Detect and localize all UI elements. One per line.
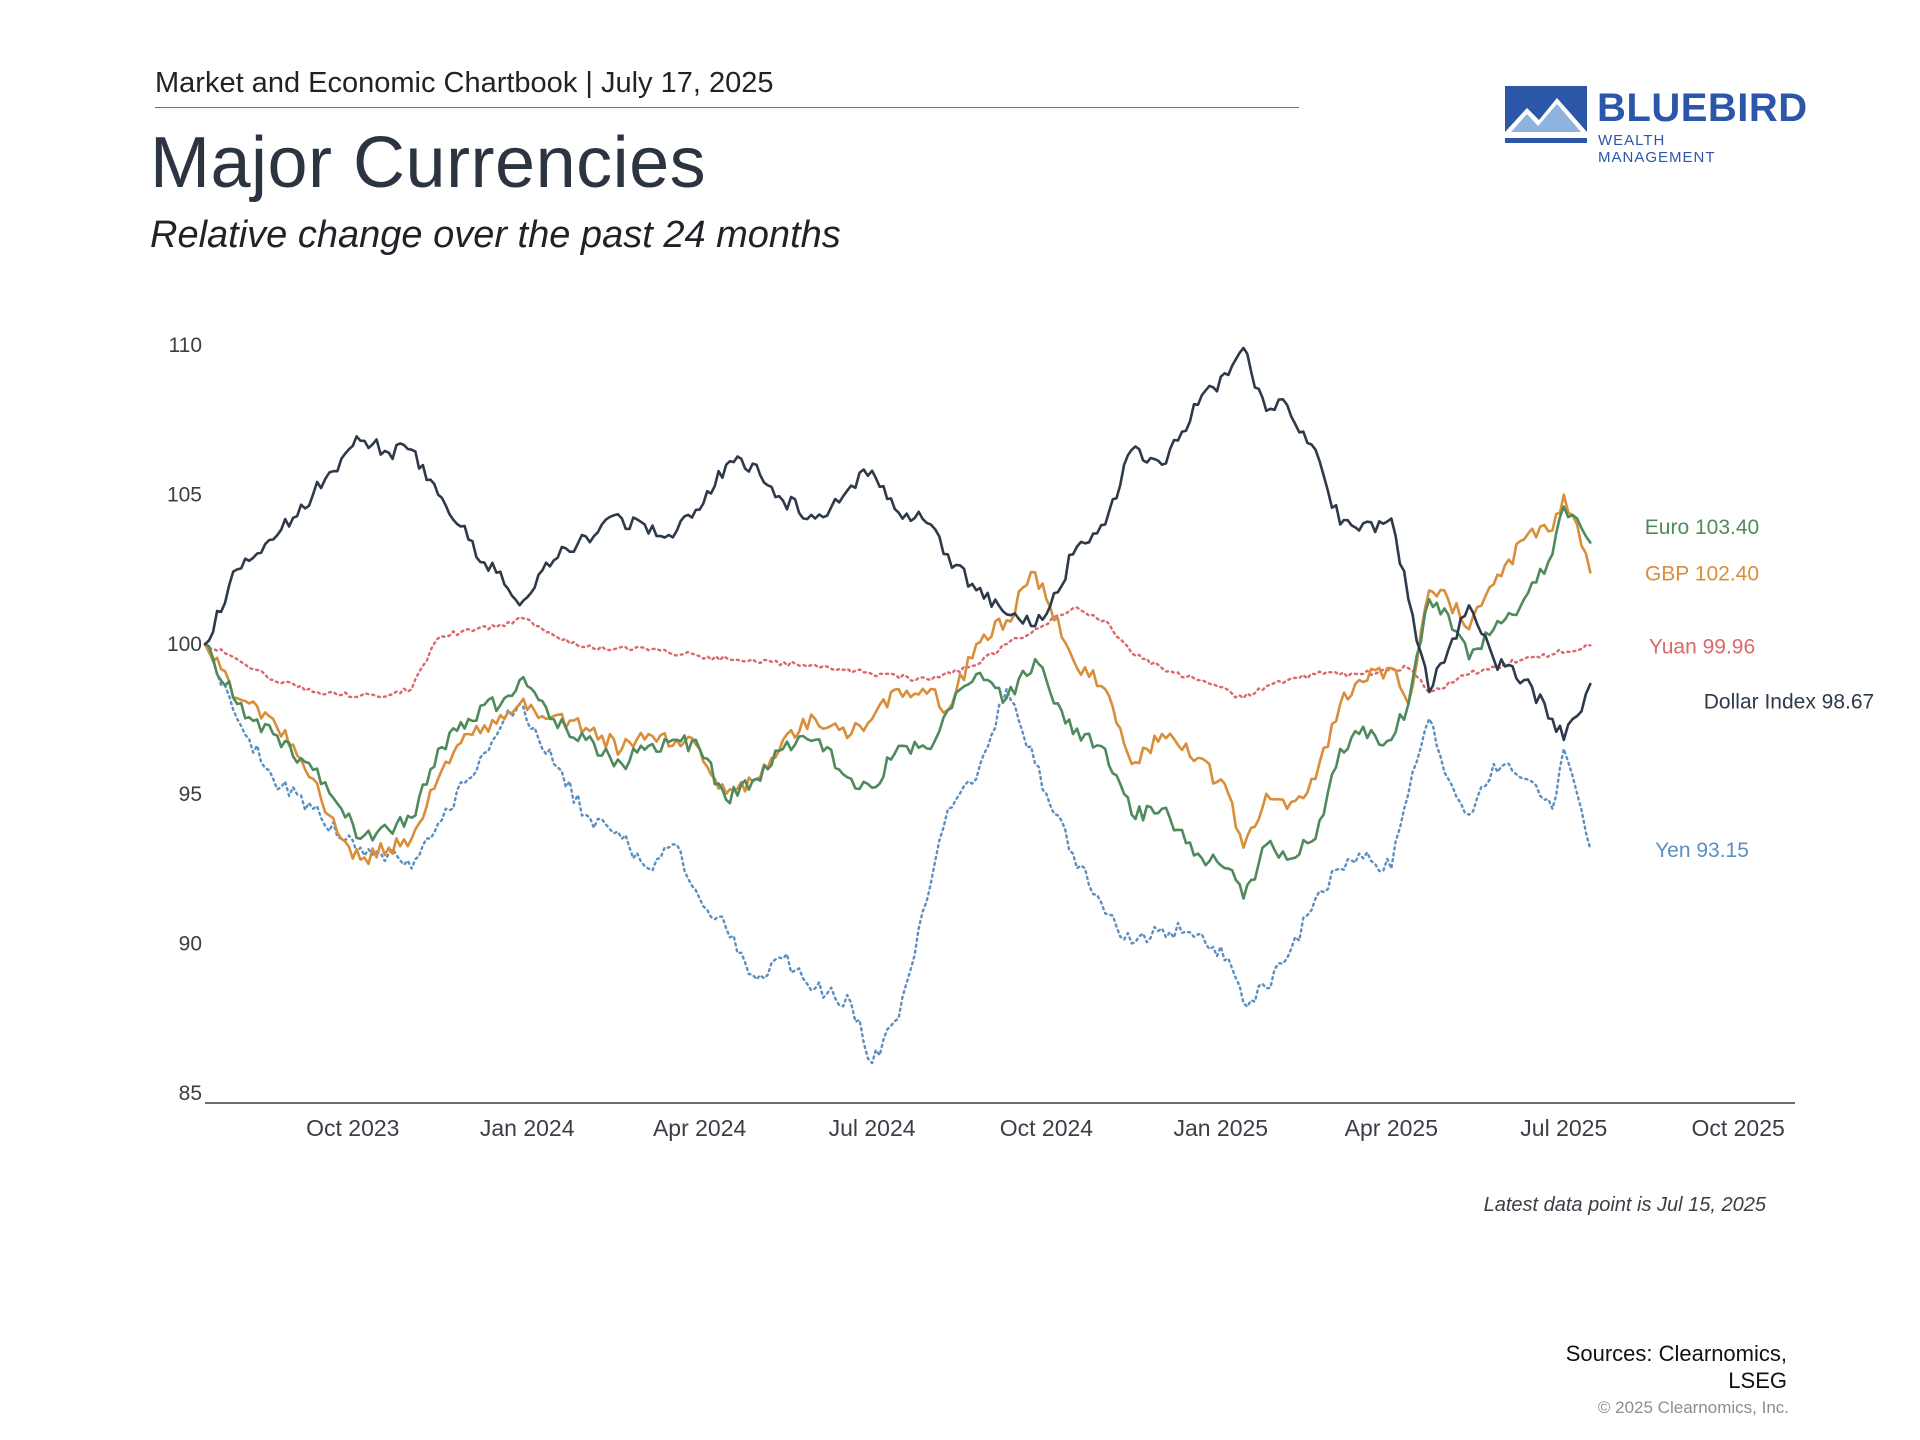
series-line-yen: [203, 643, 1592, 1065]
series-line-yuan: [203, 606, 1592, 700]
x-tick-label: Oct 2024: [1000, 1115, 1094, 1141]
y-tick-label: 100: [167, 633, 202, 656]
x-tick-label: Apr 2025: [1345, 1115, 1438, 1141]
x-tick-label: Jul 2025: [1520, 1115, 1607, 1141]
y-tick-label: 85: [179, 1082, 202, 1105]
mountain-logo-icon: [1505, 86, 1587, 143]
page-title: Major Currencies: [150, 123, 707, 203]
y-tick-label: 110: [169, 334, 202, 357]
y-tick-label: 105: [167, 484, 202, 507]
x-tick-label: Jan 2024: [480, 1115, 575, 1141]
logo-tagline: WEALTH MANAGEMENT: [1598, 132, 1716, 166]
company-logo: BLUEBIRD WEALTH MANAGEMENT: [1505, 86, 1807, 166]
x-tick-label: Jul 2024: [829, 1115, 916, 1141]
logo-name: BLUEBIRD: [1597, 86, 1808, 130]
series-end-label: Euro 103.40: [1645, 516, 1759, 539]
x-tick-label: Oct 2025: [1691, 1115, 1784, 1141]
y-tick-label: 90: [179, 932, 202, 955]
header-divider: [155, 107, 1299, 108]
series-line-euro: [203, 505, 1592, 900]
latest-data-note: Latest data point is Jul 15, 2025: [1483, 1194, 1766, 1216]
series-line-dollar-index: [203, 346, 1592, 742]
x-tick-label: Apr 2024: [653, 1115, 747, 1141]
series-end-label: Yen 93.15: [1655, 839, 1749, 862]
series-end-label: GBP 102.40: [1645, 562, 1759, 585]
x-tick-label: Oct 2023: [306, 1115, 399, 1141]
y-tick-label: 95: [179, 783, 202, 806]
sources-text: Sources: Clearnomics, LSEG: [1565, 1341, 1787, 1393]
report-header: Market and Economic Chartbook | July 17,…: [155, 67, 774, 99]
x-tick-label: Jan 2025: [1173, 1115, 1268, 1141]
series-end-label: Dollar Index 98.67: [1704, 690, 1874, 713]
series-line-gbp: [203, 493, 1592, 866]
page-subtitle: Relative change over the past 24 months: [150, 214, 841, 256]
copyright-text: © 2025 Clearnomics, Inc.: [1597, 1398, 1789, 1417]
series-end-label: Yuan 99.96: [1649, 635, 1755, 658]
